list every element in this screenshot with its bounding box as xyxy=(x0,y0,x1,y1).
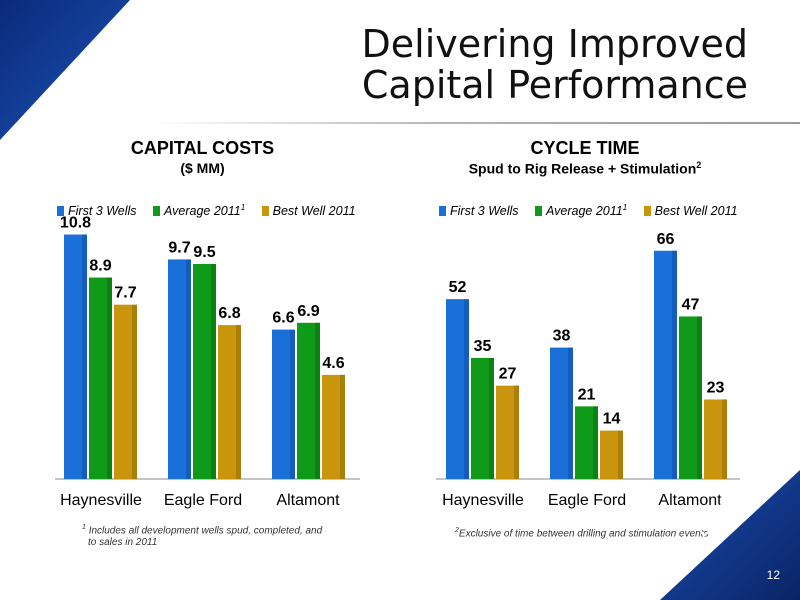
bar-avg2011-eagle-ford xyxy=(575,406,598,479)
bar-shading xyxy=(672,250,677,479)
capital-costs-heading: CAPITAL COSTS ($ MM) xyxy=(100,138,305,176)
data-label-best2011-altamont: 4.6 xyxy=(322,355,344,372)
cycle-time-footnote: 2Exclusive of time between drilling and … xyxy=(455,527,709,540)
data-label-avg2011-eagle-ford: 9.5 xyxy=(193,244,215,261)
data-label-avg2011-altamont: 47 xyxy=(682,296,700,313)
capital-costs-footnote: 1 Includes all development wells spud, c… xyxy=(82,524,323,549)
bar-shading xyxy=(107,277,112,479)
bar-shading xyxy=(568,347,573,479)
data-label-first3-altamont: 66 xyxy=(657,231,675,248)
data-label-first3-eagle-ford: 9.7 xyxy=(168,239,190,256)
data-label-first3-eagle-ford: 38 xyxy=(553,328,571,345)
capital-costs-title: CAPITAL COSTS xyxy=(130,138,275,158)
bar-first3-haynesville xyxy=(446,299,469,479)
data-label-first3-altamont: 6.6 xyxy=(272,310,294,327)
cycle-time-subtitle: Spud to Rig Release + Stimulation2 xyxy=(468,160,702,177)
bar-shading xyxy=(464,299,469,479)
legend-swatch-avg2011 xyxy=(153,206,161,217)
bar-shading xyxy=(618,430,623,479)
category-label-altamont: Altamont xyxy=(658,492,722,509)
capital-costs-legend: First 3 Wells Average 20111 Best Well 20… xyxy=(57,203,369,218)
bar-first3-haynesville xyxy=(64,234,87,479)
legend-item-first3: First 3 Wells xyxy=(439,204,519,218)
cycle-time-heading: CYCLE TIME Spud to Rig Release + Stimula… xyxy=(430,138,740,177)
category-label-haynesville: Haynesville xyxy=(442,492,524,509)
legend-swatch-best2011 xyxy=(261,206,269,217)
legend-swatch-avg2011 xyxy=(535,206,543,217)
legend-item-best2011: Best Well 2011 xyxy=(643,204,738,218)
data-label-avg2011-altamont: 6.9 xyxy=(297,303,319,320)
title-divider xyxy=(150,122,800,124)
bar-shading xyxy=(697,316,702,479)
bar-best2011-eagle-ford xyxy=(218,325,241,479)
data-label-avg2011-haynesville: 35 xyxy=(474,338,492,355)
category-label-eagle-ford: Eagle Ford xyxy=(547,492,627,509)
bar-shading xyxy=(211,263,216,479)
bar-best2011-altamont xyxy=(322,374,345,479)
bar-first3-altamont xyxy=(654,250,677,479)
bar-shading xyxy=(290,329,295,479)
bar-best2011-haynesville xyxy=(496,385,519,479)
legend-swatch-best2011 xyxy=(643,206,651,217)
bar-first3-eagle-ford xyxy=(550,347,573,479)
data-label-avg2011-haynesville: 8.9 xyxy=(89,258,111,275)
data-label-avg2011-eagle-ford: 21 xyxy=(578,386,596,403)
cycle-time-title: CYCLE TIME xyxy=(530,138,640,158)
bar-shading xyxy=(340,374,345,479)
bar-avg2011-haynesville xyxy=(89,277,112,479)
bar-avg2011-haynesville xyxy=(471,357,494,479)
slide-title: Delivering Improved Capital Performance xyxy=(362,24,748,106)
legend-item-avg2011: Average 20111 xyxy=(535,203,627,218)
capital-costs-subtitle: ($ MM) xyxy=(180,160,225,176)
bar-best2011-haynesville xyxy=(114,304,137,479)
data-label-best2011-haynesville: 27 xyxy=(499,366,517,383)
category-label-haynesville: Haynesville xyxy=(60,492,142,509)
data-label-best2011-haynesville: 7.7 xyxy=(114,285,136,302)
legend-swatch-first3 xyxy=(57,206,64,217)
category-label-eagle-ford: Eagle Ford xyxy=(163,492,243,509)
bar-shading xyxy=(315,322,320,479)
bar-shading xyxy=(593,406,598,479)
bar-shading xyxy=(82,234,87,479)
legend-swatch-first3 xyxy=(439,206,446,217)
legend-item-avg2011: Average 20111 xyxy=(153,203,245,218)
data-label-best2011-eagle-ford: 14 xyxy=(603,411,621,428)
bar-avg2011-altamont xyxy=(297,322,320,479)
bar-best2011-altamont xyxy=(704,399,727,479)
bar-first3-eagle-ford xyxy=(168,259,191,479)
title-line-2: Capital Performance xyxy=(361,63,748,107)
legend-item-best2011: Best Well 2011 xyxy=(261,204,356,218)
data-label-best2011-altamont: 23 xyxy=(707,379,725,396)
legend-item-first3: First 3 Wells xyxy=(57,204,137,218)
bar-shading xyxy=(489,357,494,479)
bar-first3-altamont xyxy=(272,329,295,479)
data-label-best2011-eagle-ford: 6.8 xyxy=(218,305,240,322)
data-label-first3-haynesville: 52 xyxy=(449,279,467,296)
data-label-first3-haynesville: 10.8 xyxy=(60,215,91,232)
bar-best2011-eagle-ford xyxy=(600,430,623,479)
bar-shading xyxy=(132,304,137,479)
bar-shading xyxy=(186,259,191,479)
cycle-time-subtitle-sup: 2 xyxy=(696,160,702,170)
category-label-altamont: Altamont xyxy=(276,492,340,509)
cycle-time-legend: First 3 Wells Average 20111 Best Well 20… xyxy=(439,203,751,218)
bar-shading xyxy=(514,385,519,479)
page-number: 12 xyxy=(766,568,780,582)
bar-avg2011-altamont xyxy=(679,316,702,479)
bar-shading xyxy=(722,399,727,479)
bar-shading xyxy=(236,325,241,479)
title-line-1: Delivering Improved xyxy=(361,22,748,66)
bar-avg2011-eagle-ford xyxy=(193,263,216,479)
